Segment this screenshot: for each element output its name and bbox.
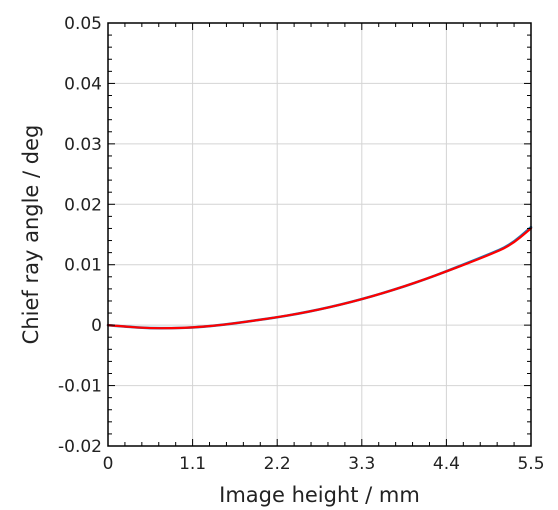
plot-frame [107,22,532,447]
x-tick-label: 3.3 [348,454,375,474]
y-tick-label: -0.02 [58,437,102,457]
y-tick-label: 0.01 [64,256,102,276]
x-tick-label: 2.2 [264,454,291,474]
x-tick-label: 1.1 [179,454,206,474]
y-tick-labels: -0.02 -0.01 0 0.01 0.02 0.03 0.04 0.05 [58,14,102,457]
grid [107,22,532,447]
tick-marks [107,22,532,447]
series-line-2 [106,227,533,330]
series-line-1 [106,225,533,330]
y-tick-label: 0.05 [64,14,102,34]
y-tick-label: 0.03 [64,135,102,155]
y-tick-label: 0 [91,316,102,336]
x-tick-label: 4.4 [433,454,460,474]
y-tick-label: 0.04 [64,74,102,94]
y-tick-label: -0.01 [58,377,102,397]
y-axis-label: Chief ray angle / deg [19,125,43,345]
x-tick-labels: 0 1.1 2.2 3.3 4.4 5.5 [103,454,545,474]
x-axis-label: Image height / mm [219,483,420,507]
y-tick-label: 0.02 [64,195,102,215]
x-tick-label: 5.5 [517,454,544,474]
x-tick-label: 0 [103,454,114,474]
series-group [106,225,533,330]
